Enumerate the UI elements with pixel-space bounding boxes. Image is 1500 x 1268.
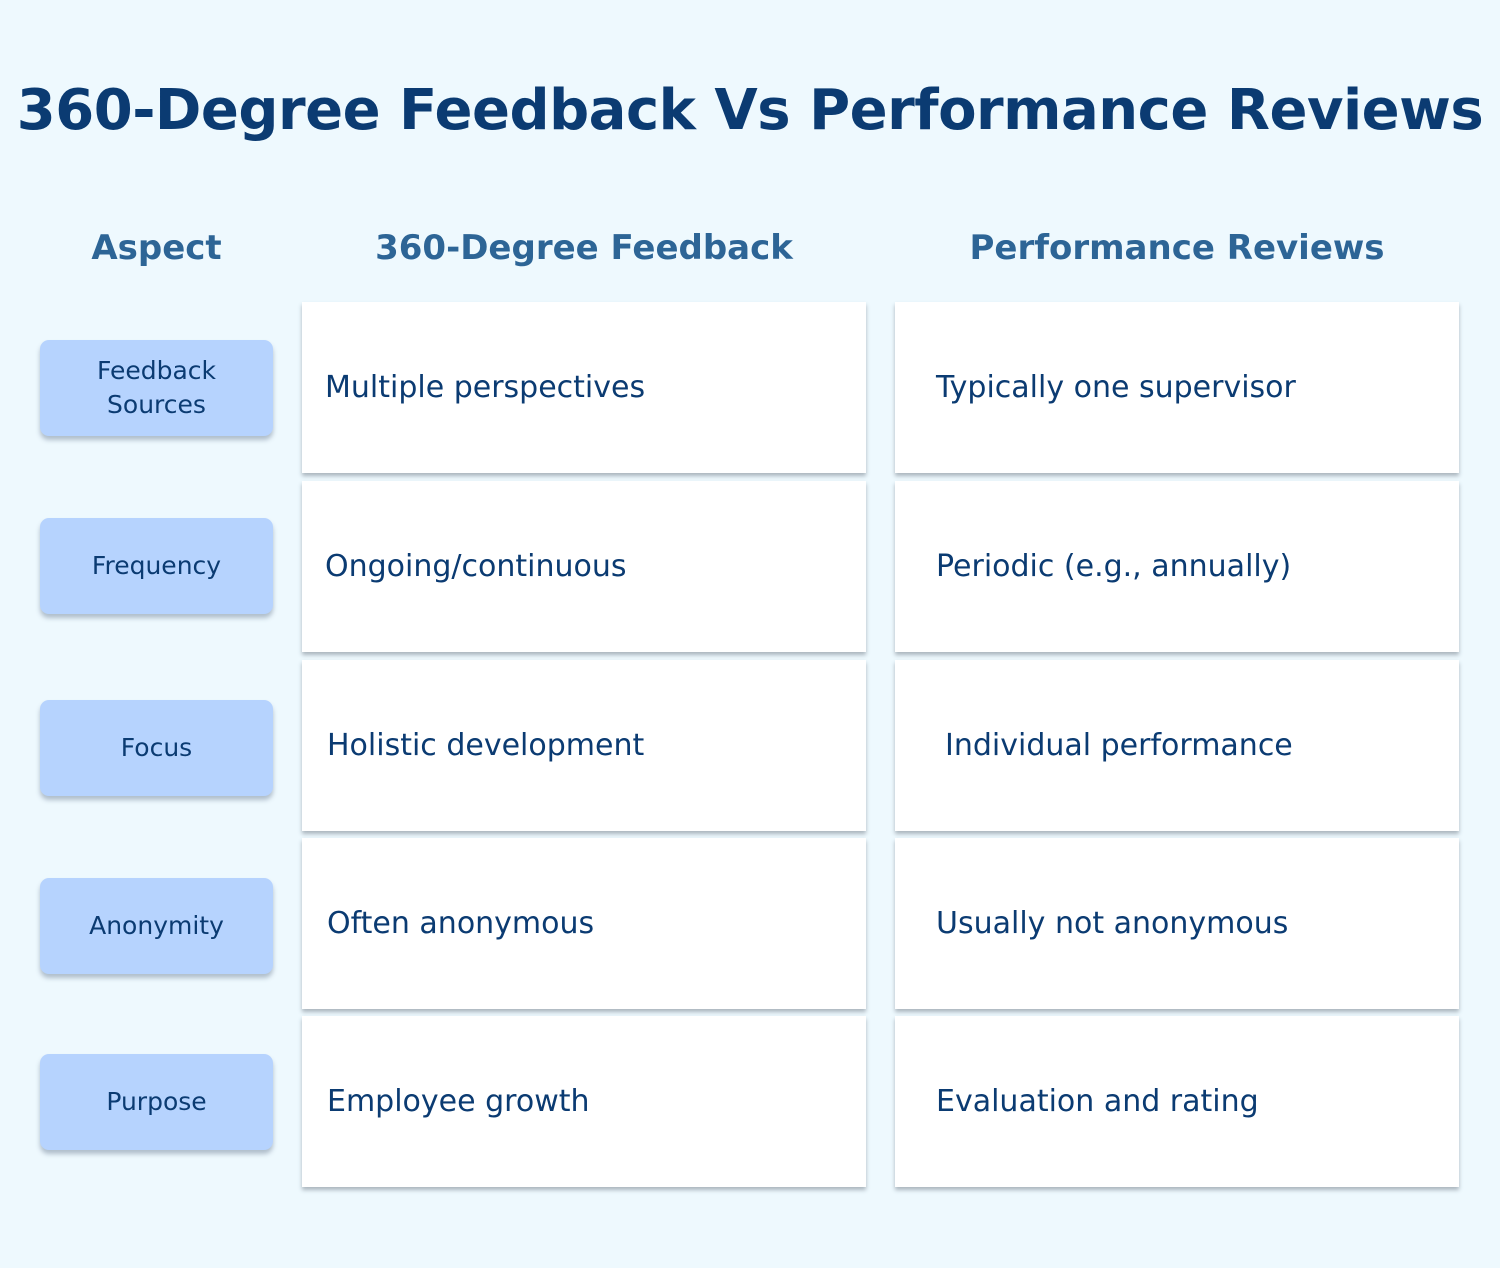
table-cell-360-feedback: Ongoing/continuous: [302, 481, 866, 652]
table-cell-360-feedback: Employee growth: [302, 1016, 866, 1187]
page-title: 360-Degree Feedback Vs Performance Revie…: [16, 78, 1484, 143]
table-cell-performance-reviews: Typically one supervisor: [895, 302, 1459, 473]
column-header-performance-reviews: Performance Reviews: [969, 228, 1385, 268]
aspect-label: Feedback Sources: [40, 340, 273, 436]
table-cell-360-feedback: Holistic development: [302, 660, 866, 831]
table-cell-360-feedback: Often anonymous: [302, 838, 866, 1009]
aspect-label: Purpose: [40, 1054, 273, 1150]
table-cell-performance-reviews: Usually not anonymous: [895, 838, 1459, 1009]
table-cell-performance-reviews: Individual performance: [895, 660, 1459, 831]
table-cell-360-feedback: Multiple perspectives: [302, 302, 866, 473]
column-header-aspect: Aspect: [91, 228, 222, 268]
table-cell-performance-reviews: Evaluation and rating: [895, 1016, 1459, 1187]
aspect-label: Anonymity: [40, 878, 273, 974]
table-cell-performance-reviews: Periodic (e.g., annually): [895, 481, 1459, 652]
column-header-360-feedback: 360-Degree Feedback: [375, 228, 793, 268]
aspect-label: Focus: [40, 700, 273, 796]
aspect-label: Frequency: [40, 518, 273, 614]
